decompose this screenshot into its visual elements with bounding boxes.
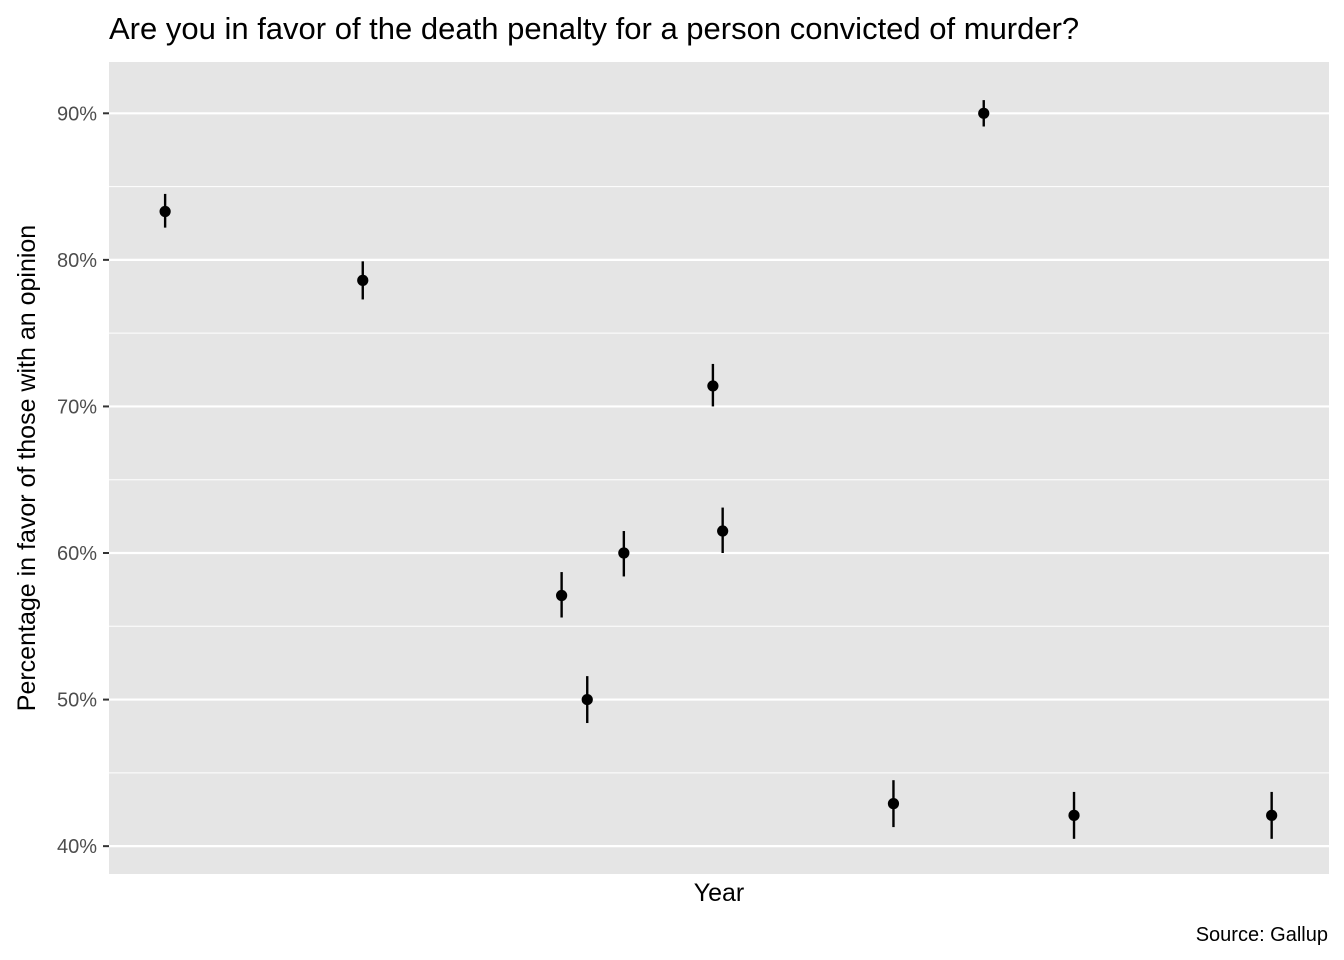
data-point <box>887 798 900 810</box>
major-gridlines <box>109 112 1329 848</box>
y-tick-label: 80% <box>57 250 97 272</box>
source-caption: Source: Gallup <box>1196 924 1328 946</box>
data-point <box>1068 809 1080 821</box>
chart-title: Are you in favor of the death penalty fo… <box>109 11 1079 46</box>
plot-panel <box>109 62 1329 874</box>
y-tick-label: 70% <box>57 396 97 418</box>
data-point <box>159 205 171 218</box>
data-point <box>1266 809 1278 821</box>
data-point <box>581 693 593 706</box>
data-point <box>978 107 990 119</box>
y-tick-label: 60% <box>57 543 97 565</box>
data-points <box>159 107 1278 821</box>
y-tick-label: 40% <box>57 836 97 858</box>
y-tick-label: 50% <box>57 690 97 712</box>
data-point <box>707 380 719 392</box>
x-axis-title: Year <box>694 879 745 907</box>
data-point <box>618 547 630 559</box>
y-axis-ticks <box>103 112 109 848</box>
y-axis-tick-labels: 40% 50% 60% 70% 80% 90% <box>57 103 97 858</box>
data-point <box>357 274 369 286</box>
y-axis-title: Percentage in favor of those with an opi… <box>13 225 41 711</box>
data-point <box>556 589 568 602</box>
y-tick-label: 90% <box>57 103 97 125</box>
minor-gridlines <box>109 186 1329 774</box>
data-point <box>717 525 729 537</box>
